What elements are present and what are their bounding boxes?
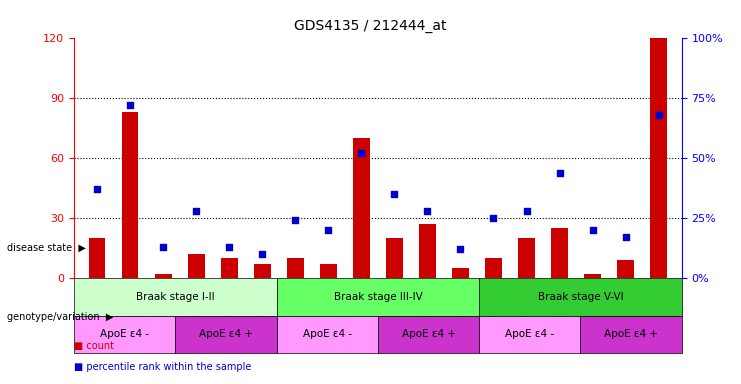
Point — [322, 227, 334, 233]
FancyBboxPatch shape — [479, 278, 682, 316]
FancyBboxPatch shape — [276, 278, 479, 316]
Point — [454, 246, 466, 252]
Bar — [551, 228, 568, 278]
Point — [488, 215, 499, 221]
Text: ApoE ε4 +: ApoE ε4 + — [604, 329, 658, 339]
Point — [223, 244, 235, 250]
Text: Braak stage I-II: Braak stage I-II — [136, 292, 215, 302]
Point — [190, 208, 202, 214]
Point — [619, 234, 631, 240]
Bar — [155, 274, 171, 278]
Point — [356, 150, 368, 156]
Point — [157, 244, 169, 250]
Text: GDS4135 / 212444_at: GDS4135 / 212444_at — [294, 19, 447, 33]
Bar — [617, 260, 634, 278]
Bar — [320, 264, 336, 278]
Text: ApoE ε4 +: ApoE ε4 + — [199, 329, 253, 339]
Bar — [452, 268, 469, 278]
Text: Braak stage III-IV: Braak stage III-IV — [333, 292, 422, 302]
Point — [256, 251, 268, 257]
Bar — [188, 254, 205, 278]
Bar — [585, 274, 601, 278]
Text: ■ count: ■ count — [74, 341, 114, 351]
Text: Braak stage V-VI: Braak stage V-VI — [538, 292, 623, 302]
Text: ApoE ε4 -: ApoE ε4 - — [505, 329, 554, 339]
Point — [653, 112, 665, 118]
Bar — [386, 238, 402, 278]
Point — [587, 227, 599, 233]
Bar — [353, 138, 370, 278]
Text: disease state  ▶: disease state ▶ — [7, 243, 86, 253]
Text: genotype/variation  ▶: genotype/variation ▶ — [7, 312, 114, 322]
Point — [91, 186, 103, 192]
FancyBboxPatch shape — [176, 316, 276, 353]
Text: ■ percentile rank within the sample: ■ percentile rank within the sample — [74, 362, 251, 372]
Point — [124, 103, 136, 109]
Bar — [518, 238, 535, 278]
FancyBboxPatch shape — [479, 316, 580, 353]
FancyBboxPatch shape — [74, 278, 276, 316]
Bar — [122, 112, 139, 278]
Text: ApoE ε4 -: ApoE ε4 - — [303, 329, 352, 339]
Bar — [89, 238, 105, 278]
Text: ApoE ε4 -: ApoE ε4 - — [100, 329, 149, 339]
Bar — [485, 258, 502, 278]
Bar — [254, 264, 270, 278]
FancyBboxPatch shape — [378, 316, 479, 353]
FancyBboxPatch shape — [74, 316, 176, 353]
FancyBboxPatch shape — [580, 316, 682, 353]
Point — [290, 217, 302, 223]
Text: ApoE ε4 +: ApoE ε4 + — [402, 329, 456, 339]
Bar — [419, 224, 436, 278]
Point — [554, 169, 565, 175]
FancyBboxPatch shape — [276, 316, 378, 353]
Point — [521, 208, 533, 214]
Point — [422, 208, 433, 214]
Point — [388, 191, 400, 197]
Bar — [287, 258, 304, 278]
Bar — [651, 38, 667, 278]
Bar — [221, 258, 238, 278]
